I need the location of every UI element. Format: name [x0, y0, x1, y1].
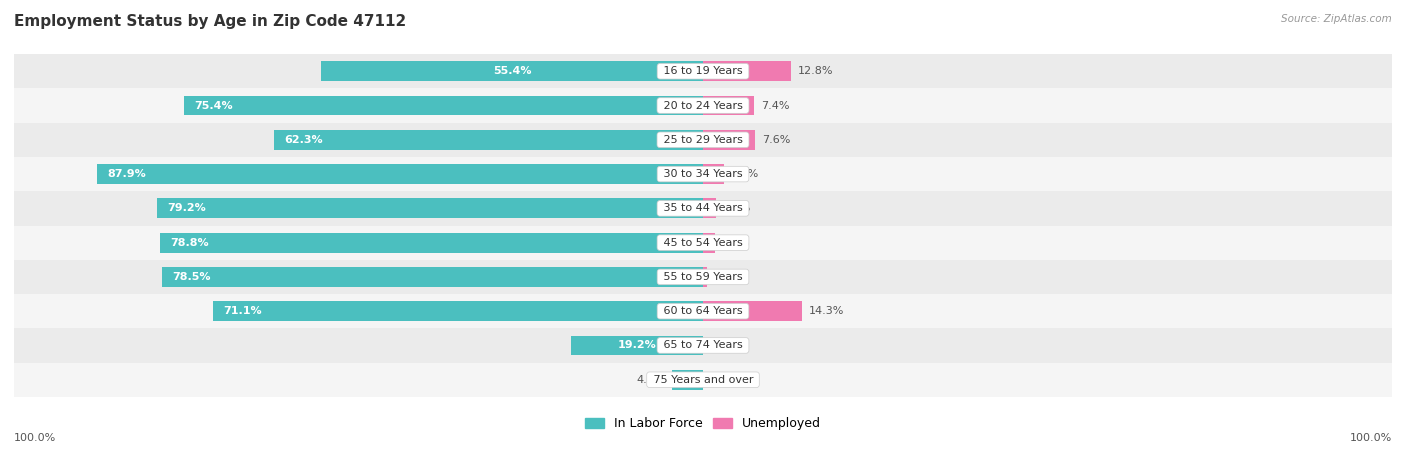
Bar — [274, 130, 703, 150]
Bar — [14, 123, 1392, 157]
Text: 14.3%: 14.3% — [808, 306, 844, 316]
Text: 71.1%: 71.1% — [224, 306, 262, 316]
Bar — [703, 130, 755, 150]
Text: 45 to 54 Years: 45 to 54 Years — [659, 238, 747, 248]
Text: 62.3%: 62.3% — [284, 135, 323, 145]
Bar — [14, 226, 1392, 260]
Text: 0.0%: 0.0% — [710, 341, 738, 350]
Bar — [14, 88, 1392, 123]
Bar — [97, 164, 703, 184]
Text: 4.5%: 4.5% — [637, 375, 665, 385]
Bar — [157, 198, 703, 218]
Bar — [703, 198, 716, 218]
Text: 3.0%: 3.0% — [731, 169, 759, 179]
Text: 55 to 59 Years: 55 to 59 Years — [659, 272, 747, 282]
Text: 7.4%: 7.4% — [761, 101, 789, 110]
Bar — [14, 191, 1392, 226]
Bar — [14, 157, 1392, 191]
Text: 100.0%: 100.0% — [14, 433, 56, 443]
Bar — [703, 267, 707, 287]
Bar — [162, 267, 703, 287]
Text: 55.4%: 55.4% — [494, 66, 531, 76]
Text: 12.8%: 12.8% — [799, 66, 834, 76]
Bar — [703, 61, 792, 81]
Bar — [14, 54, 1392, 88]
Text: 1.7%: 1.7% — [721, 238, 749, 248]
Legend: In Labor Force, Unemployed: In Labor Force, Unemployed — [581, 412, 825, 435]
Bar — [14, 260, 1392, 294]
Text: 25 to 29 Years: 25 to 29 Years — [659, 135, 747, 145]
Text: 35 to 44 Years: 35 to 44 Years — [659, 203, 747, 213]
Text: 60 to 64 Years: 60 to 64 Years — [659, 306, 747, 316]
Bar — [214, 301, 703, 321]
Text: 65 to 74 Years: 65 to 74 Years — [659, 341, 747, 350]
Bar — [184, 96, 703, 115]
Text: 75 Years and over: 75 Years and over — [650, 375, 756, 385]
Bar — [160, 233, 703, 253]
Text: 19.2%: 19.2% — [617, 341, 657, 350]
Text: 7.6%: 7.6% — [762, 135, 790, 145]
Text: Employment Status by Age in Zip Code 47112: Employment Status by Age in Zip Code 471… — [14, 14, 406, 28]
Text: 20 to 24 Years: 20 to 24 Years — [659, 101, 747, 110]
Bar — [703, 233, 714, 253]
Text: Source: ZipAtlas.com: Source: ZipAtlas.com — [1281, 14, 1392, 23]
Bar — [14, 363, 1392, 397]
Bar — [703, 301, 801, 321]
Bar — [672, 370, 703, 390]
Text: 30 to 34 Years: 30 to 34 Years — [659, 169, 747, 179]
Text: 0.6%: 0.6% — [714, 272, 742, 282]
Bar — [571, 336, 703, 355]
Bar — [703, 96, 754, 115]
Text: 87.9%: 87.9% — [108, 169, 146, 179]
Bar — [703, 164, 724, 184]
Bar — [14, 328, 1392, 363]
Text: 16 to 19 Years: 16 to 19 Years — [659, 66, 747, 76]
Text: 78.8%: 78.8% — [170, 238, 209, 248]
Bar — [322, 61, 703, 81]
Bar — [14, 294, 1392, 328]
Text: 75.4%: 75.4% — [194, 101, 232, 110]
Text: 78.5%: 78.5% — [173, 272, 211, 282]
Text: 0.0%: 0.0% — [710, 375, 738, 385]
Text: 1.9%: 1.9% — [723, 203, 751, 213]
Text: 100.0%: 100.0% — [1350, 433, 1392, 443]
Text: 79.2%: 79.2% — [167, 203, 207, 213]
